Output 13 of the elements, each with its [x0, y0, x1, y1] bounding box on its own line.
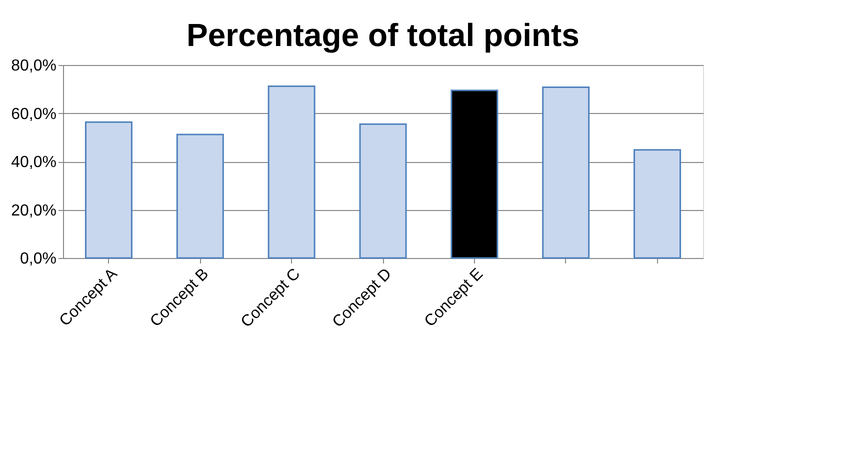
y-tick-label: 0,0%: [20, 250, 56, 268]
bar: [359, 123, 407, 259]
bar: [268, 85, 316, 259]
bar: [84, 121, 132, 259]
bar: [634, 149, 682, 259]
bar: [176, 134, 224, 259]
bar: [542, 86, 590, 259]
chart-title: Percentage of total points: [186, 17, 580, 53]
y-tick-label: 60,0%: [11, 106, 56, 123]
bar: [450, 90, 498, 259]
y-tick-label: 40,0%: [11, 154, 56, 171]
y-tick-label: 80,0%: [11, 58, 56, 74]
y-tick-label: 20,0%: [11, 202, 56, 220]
